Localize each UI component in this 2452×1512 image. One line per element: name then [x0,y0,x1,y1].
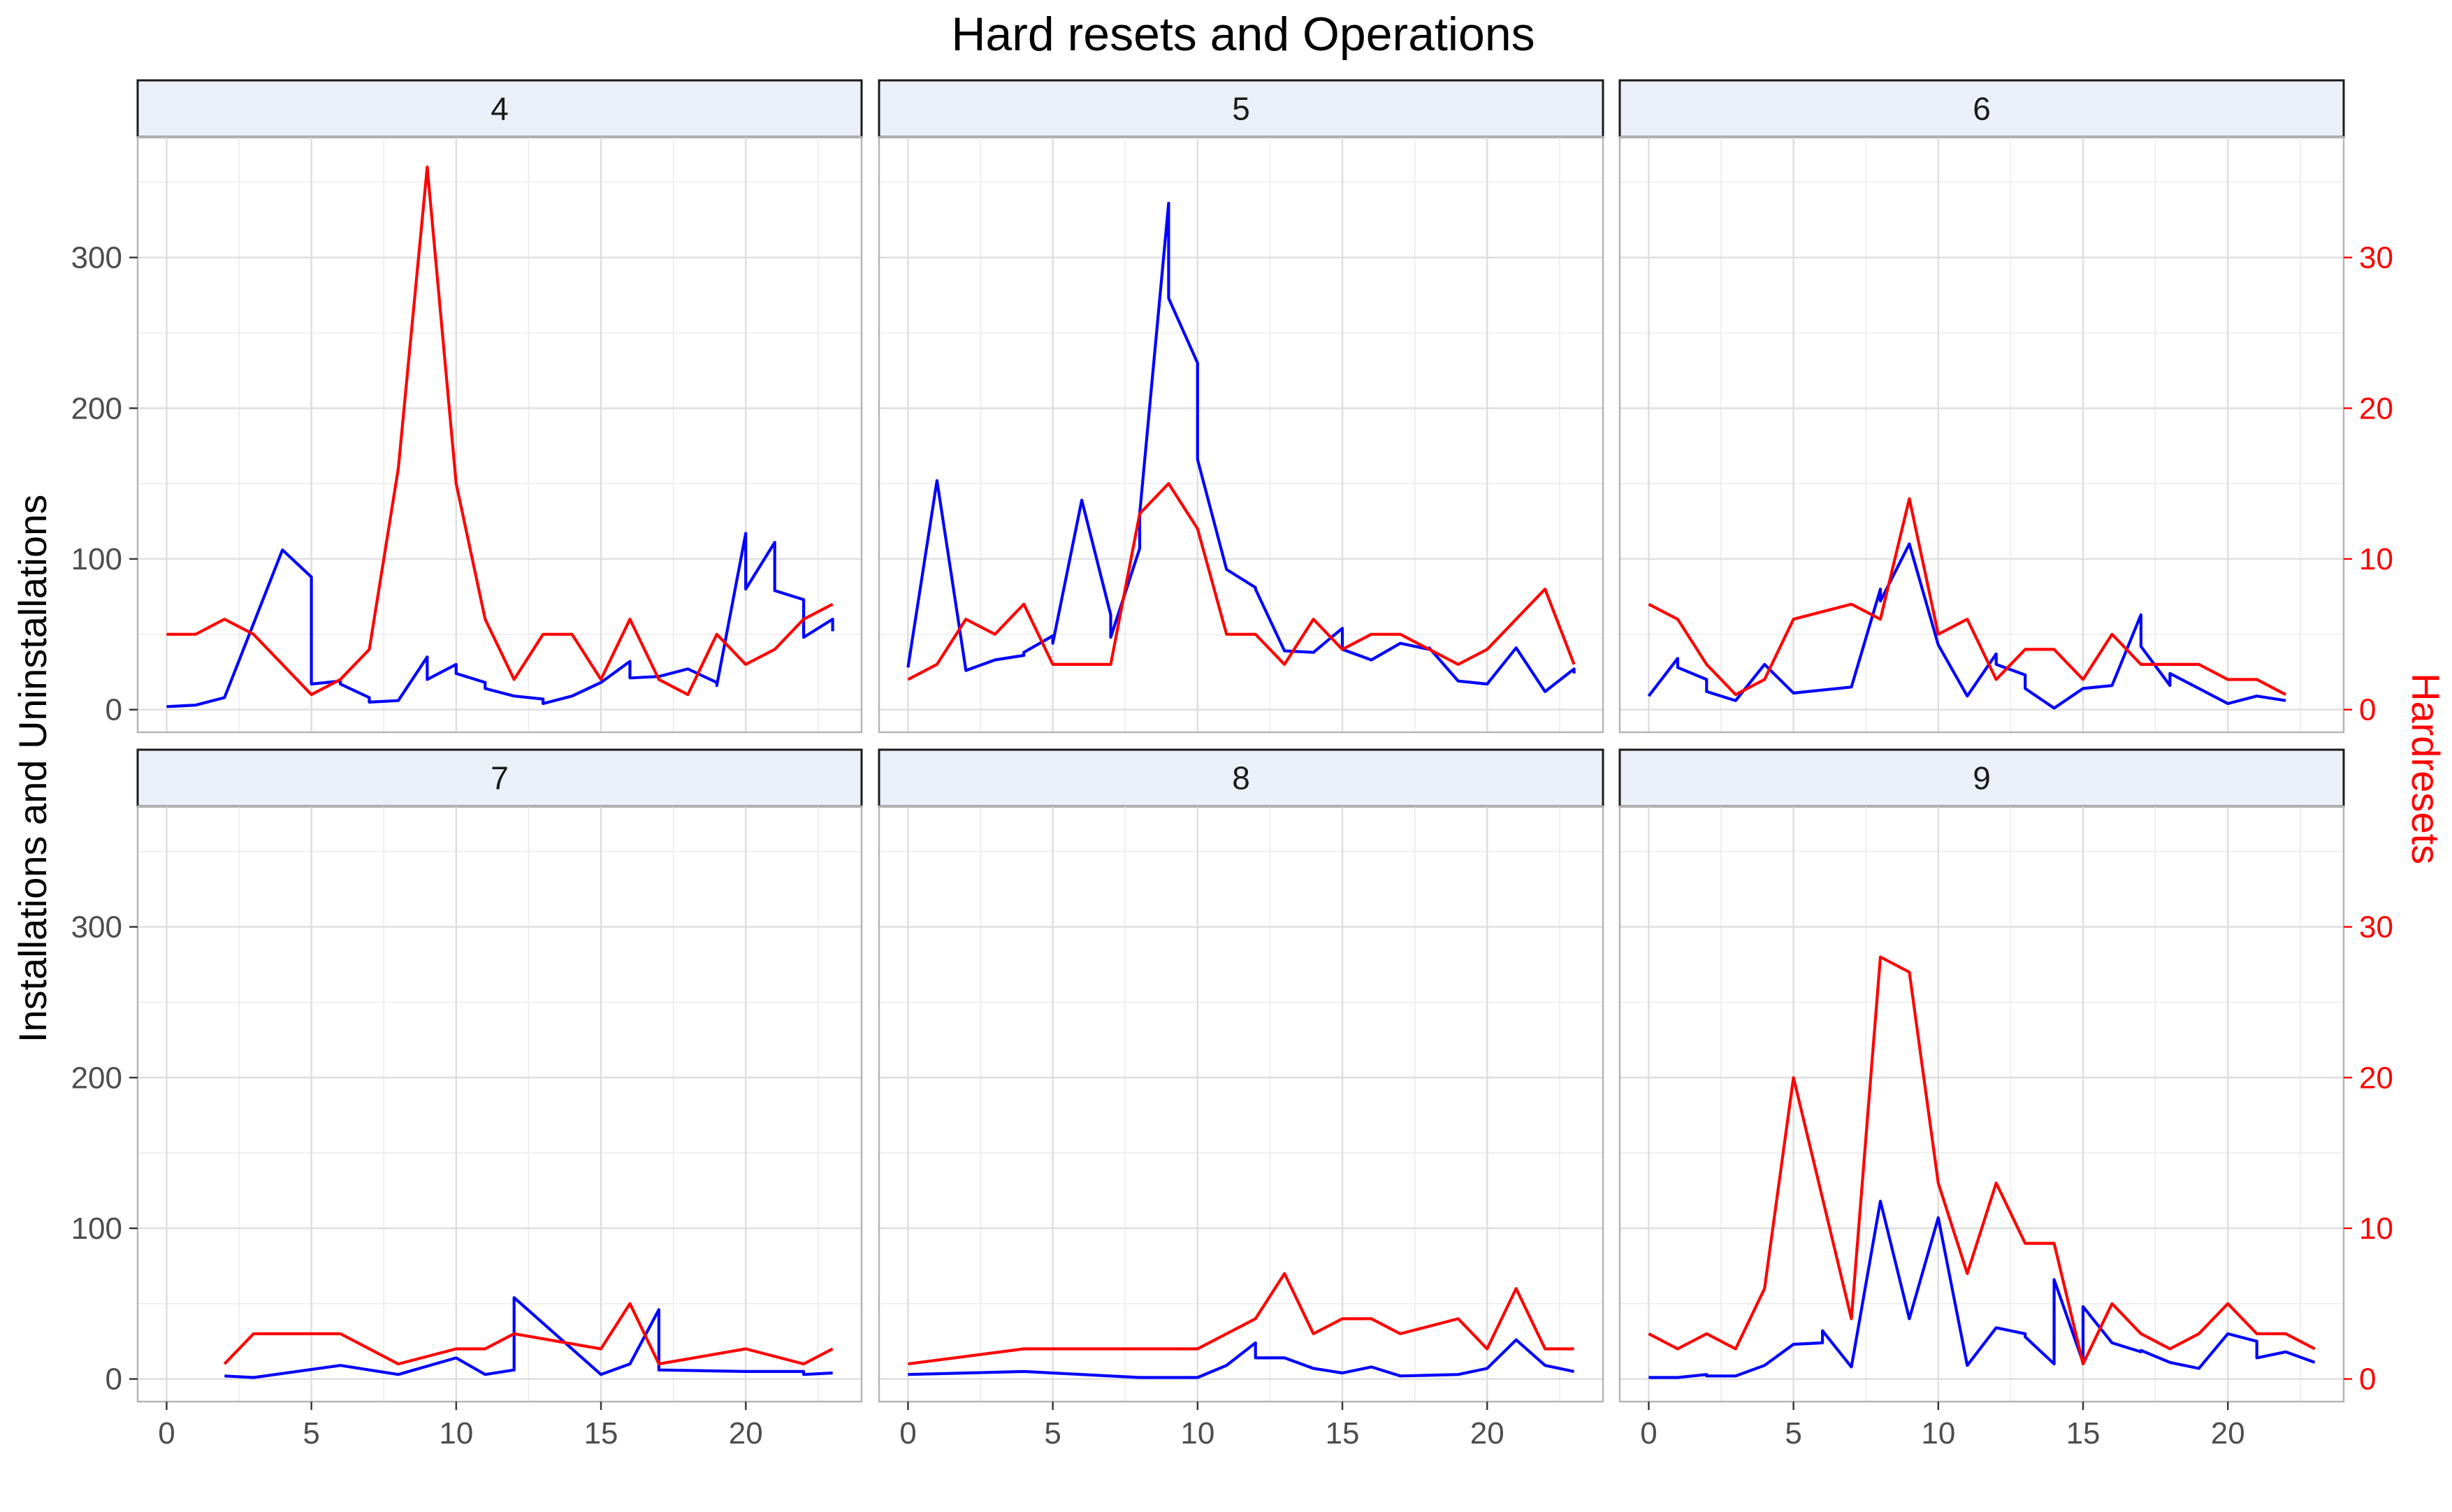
facet-strip-7 [136,748,863,808]
y-right-tick-label: 30 [2359,910,2393,945]
x-tick-label: 0 [1640,1416,1657,1451]
facet-label: 9 [1973,760,1991,797]
series-line-hardresets-5 [907,481,1576,681]
panel-border [136,805,863,1403]
x-tick-label: 10 [1180,1416,1214,1451]
x-tick-label: 10 [439,1416,473,1451]
facet-label: 7 [491,760,509,797]
y-left-tick-label: 0 [106,693,122,727]
facet-strip-8 [878,748,1604,808]
series-line-hardresets-9 [1648,955,2316,1366]
x-tick-label: 20 [729,1416,763,1451]
x-tick-label: 20 [2211,1416,2245,1451]
x-tick-label: 15 [584,1416,618,1451]
x-tick-label: 5 [303,1416,319,1451]
series-line-operations-5 [906,201,1576,693]
series-line-operations-9 [1648,1199,2316,1379]
facet-label: 5 [1232,91,1250,127]
series-line-hardresets-7 [223,1302,834,1366]
y-right-tick-label: 20 [2359,1061,2393,1095]
y-left-tick-label: 200 [71,1061,122,1095]
x-tick-label: 20 [1470,1416,1504,1451]
y-left-tick-label: 100 [71,542,122,576]
x-tick-label: 0 [899,1416,916,1451]
x-tick-label: 5 [1044,1416,1061,1451]
facet-label: 4 [491,91,509,127]
facet-strip-9 [1618,748,2345,808]
facet-label: 8 [1232,760,1250,797]
panel-border [878,805,1604,1403]
y-axis-left-title: Installations and Uninstallations [10,495,55,1042]
y-axis-right-title: Hardresets [2404,673,2448,864]
x-tick-label: 0 [158,1416,175,1451]
series-line-hardresets-4 [166,166,834,697]
series-line-hardresets-8 [908,1272,1574,1366]
facet-label: 6 [1973,91,1991,127]
facet-strip-4 [136,79,863,138]
panel-4: 4 [136,79,863,734]
panel-border [1618,136,2345,734]
panel-border [878,136,1604,734]
x-tick-label: 10 [1921,1416,1955,1451]
panel-5: 5 [878,79,1604,734]
x-tick-label: 15 [1326,1416,1360,1451]
y-right-tick-label: 20 [2359,391,2393,426]
y-left-tick-label: 100 [71,1212,122,1246]
panel-border [1618,805,2345,1403]
facet-strip-6 [1618,79,2345,138]
x-tick-label: 15 [2066,1416,2101,1451]
y-right-tick-label: 30 [2359,241,2393,275]
panel-9: 9 [1618,748,2345,1403]
y-left-tick-label: 200 [71,391,122,426]
y-left-tick-label: 300 [71,241,122,275]
y-right-tick-label: 0 [2359,1362,2376,1397]
y-right-tick-label: 10 [2359,542,2393,576]
panel-border [136,136,863,734]
panel-7: 7 [136,748,863,1403]
panel-8: 8 [878,748,1604,1403]
series-line-operations-6 [1647,542,2286,710]
series-line-operations-7 [224,1296,833,1379]
series-line-operations-8 [908,1338,1575,1379]
y-right-tick-label: 10 [2359,1212,2393,1246]
y-left-tick-label: 0 [106,1362,122,1397]
panels-layer: 4 5 6 7 8 9 [136,79,2345,1403]
x-tick-label: 5 [1785,1416,1801,1451]
chart-title: Hard resets and Operations [951,8,1535,61]
y-right-tick-label: 0 [2359,693,2376,727]
y-left-tick-label: 300 [71,910,122,945]
series-line-hardresets-6 [1648,497,2287,697]
panel-6: 6 [1618,79,2345,734]
